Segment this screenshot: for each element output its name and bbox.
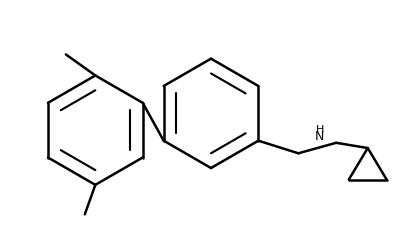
Text: H: H — [316, 125, 324, 135]
Text: N: N — [315, 130, 324, 143]
